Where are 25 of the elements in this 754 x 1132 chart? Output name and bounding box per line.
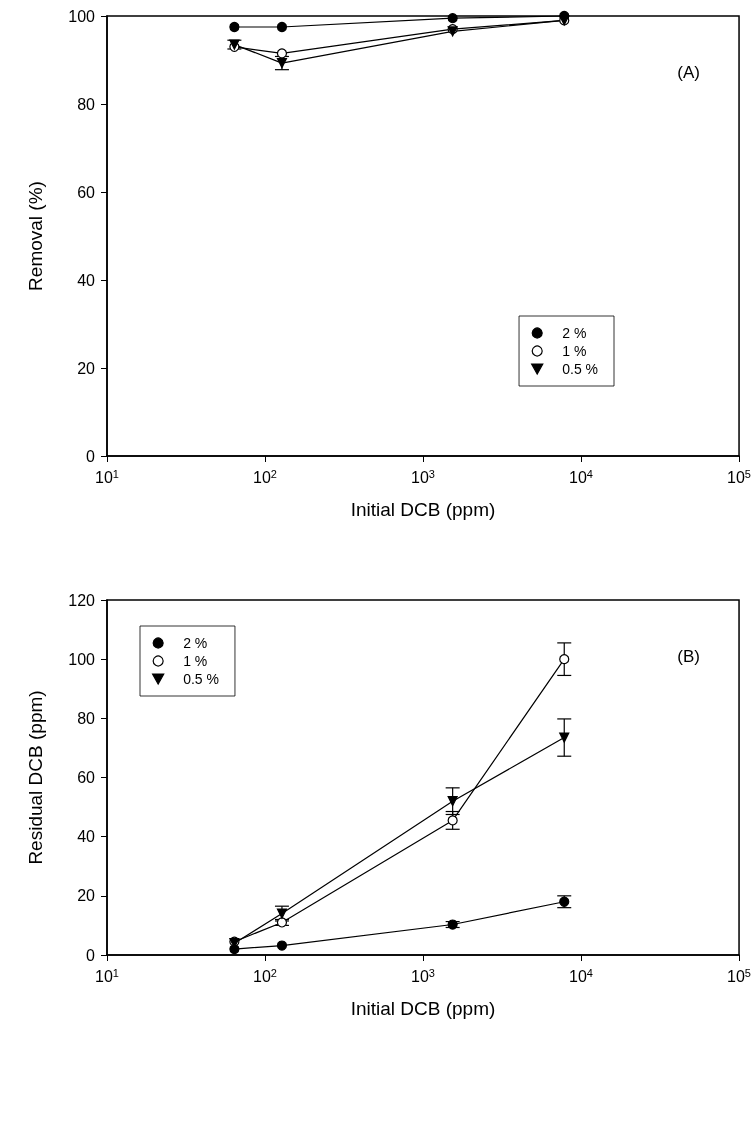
y-tick-label: 20 — [77, 359, 96, 377]
x-axis-title: Initial DCB (ppm) — [350, 499, 496, 520]
y-tick-label: 80 — [77, 709, 96, 727]
y-tick-label: 80 — [77, 95, 96, 113]
y-tick-label: 20 — [77, 887, 96, 905]
y-tick-label: 40 — [77, 828, 96, 846]
legend-label: 2 % — [183, 635, 208, 651]
legend-label: 1 % — [183, 653, 208, 669]
legend-label: 0.5 % — [562, 361, 599, 377]
y-axis-title: Removal (%) — [25, 181, 46, 291]
legend-label: 2 % — [562, 325, 587, 341]
y-tick-label: 0 — [86, 946, 96, 964]
y-tick-label: 100 — [68, 7, 96, 25]
y-tick-label: 0 — [86, 447, 96, 465]
y-tick-label: 60 — [77, 769, 96, 786]
x-axis-title: Initial DCB (ppm) — [350, 998, 496, 1019]
legend-label: 1 % — [562, 343, 587, 359]
y-axis-title: Residual DCB (ppm) — [25, 690, 46, 865]
y-tick-label: 120 — [68, 591, 96, 609]
y-tick-label: 60 — [77, 183, 96, 201]
annotation: (A) — [677, 63, 701, 82]
y-tick-label: 100 — [68, 650, 96, 668]
legend-label: 0.5 % — [183, 671, 219, 687]
annotation: (B) — [677, 647, 701, 666]
y-tick-label: 40 — [77, 271, 96, 289]
